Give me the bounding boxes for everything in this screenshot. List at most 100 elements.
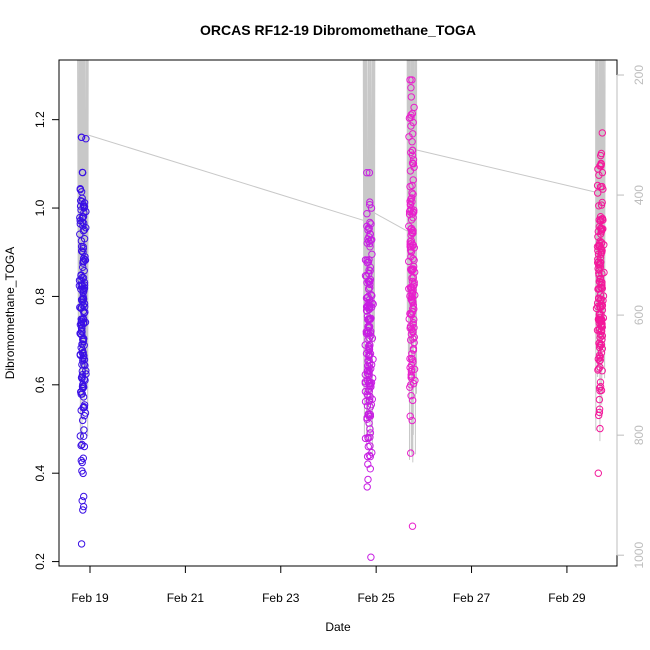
data-point <box>409 176 417 184</box>
data-point <box>594 189 602 197</box>
data-point <box>596 318 605 326</box>
data-point <box>367 553 375 561</box>
data-point <box>408 210 416 218</box>
data-point <box>368 448 376 457</box>
data-point <box>406 167 415 175</box>
data-point <box>594 250 603 258</box>
data-point <box>406 182 414 191</box>
data-point <box>594 355 602 363</box>
data-point <box>599 185 607 193</box>
data-point <box>597 159 605 168</box>
data-point <box>82 135 90 143</box>
data-point <box>407 374 415 382</box>
data-point <box>79 254 88 263</box>
data-point <box>597 321 605 330</box>
data-point <box>596 275 604 283</box>
data-point <box>366 332 375 340</box>
data-point <box>407 310 416 319</box>
x-tick-label: Feb 21 <box>167 591 205 605</box>
data-point <box>361 397 370 406</box>
data-point <box>407 237 415 245</box>
data-point <box>406 412 414 420</box>
data-point <box>368 236 376 244</box>
data-point <box>366 275 375 284</box>
data-point <box>77 282 85 290</box>
data-point <box>81 361 89 370</box>
data-point <box>77 133 86 142</box>
data-point <box>599 216 607 224</box>
data-point <box>408 350 416 358</box>
data-point <box>409 396 417 405</box>
data-point <box>407 371 415 379</box>
y-tick-label: 1.2 <box>33 111 47 128</box>
data-point <box>366 341 374 349</box>
data-point <box>407 265 415 274</box>
data-point <box>406 292 414 300</box>
secondary-y-axis: 200 400 600 800 1000 <box>616 65 646 569</box>
y2-tick-label: 400 <box>632 185 646 205</box>
data-point <box>408 198 416 206</box>
data-point <box>406 363 414 372</box>
data-point <box>408 159 417 167</box>
data-point <box>595 405 604 413</box>
data-point <box>595 202 603 210</box>
data-point <box>366 359 374 368</box>
x-axis: Feb 19 Feb 21 Feb 23 Feb 25 Feb 27 Feb 29 <box>71 565 586 605</box>
data-point <box>597 162 605 170</box>
data-point <box>595 242 603 250</box>
data-point <box>78 458 86 467</box>
data-point <box>598 302 606 310</box>
data-point <box>365 169 374 177</box>
data-point <box>366 433 374 441</box>
data-point <box>80 492 88 501</box>
data-point <box>411 376 419 385</box>
data-points <box>75 76 608 561</box>
data-point <box>409 335 417 343</box>
data-point <box>407 148 415 157</box>
data-point <box>367 204 376 212</box>
data-point <box>364 475 372 484</box>
data-point <box>81 308 89 316</box>
data-point <box>405 133 413 141</box>
chart-title: ORCAS RF12-19 Dibromomethane_TOGA <box>200 22 476 38</box>
data-point <box>408 194 416 202</box>
data-point <box>365 225 373 233</box>
y-tick-label: 0.4 <box>33 465 47 482</box>
data-point <box>79 393 88 401</box>
data-point <box>78 440 86 449</box>
data-point <box>78 218 87 226</box>
data-point <box>368 395 376 403</box>
y-tick-label: 1.0 <box>33 199 47 216</box>
data-point <box>596 237 604 245</box>
data-point <box>363 210 371 218</box>
data-point <box>77 304 85 312</box>
data-point <box>79 506 87 514</box>
x-tick-label: Feb 27 <box>453 591 491 605</box>
data-point <box>409 229 417 237</box>
data-point <box>364 442 372 451</box>
data-point <box>78 340 87 348</box>
data-point <box>366 429 375 437</box>
data-point <box>408 228 416 237</box>
data-point <box>596 387 604 395</box>
data-point <box>410 256 418 264</box>
plot-frame <box>58 59 618 567</box>
data-point <box>361 387 370 396</box>
pressure-track <box>77 60 606 463</box>
data-point <box>595 395 604 404</box>
data-point <box>405 315 413 323</box>
data-point <box>79 263 87 271</box>
data-point <box>597 230 605 238</box>
data-point <box>366 263 374 271</box>
data-point <box>598 168 607 177</box>
data-point <box>593 181 602 190</box>
data-point <box>77 206 85 214</box>
data-point <box>410 365 419 373</box>
data-point <box>408 522 417 530</box>
data-point <box>366 329 374 337</box>
series-4 <box>592 129 608 477</box>
y-tick-label: 0.8 <box>33 288 47 305</box>
data-point <box>410 324 418 332</box>
data-point <box>409 301 417 309</box>
data-point <box>77 373 86 382</box>
